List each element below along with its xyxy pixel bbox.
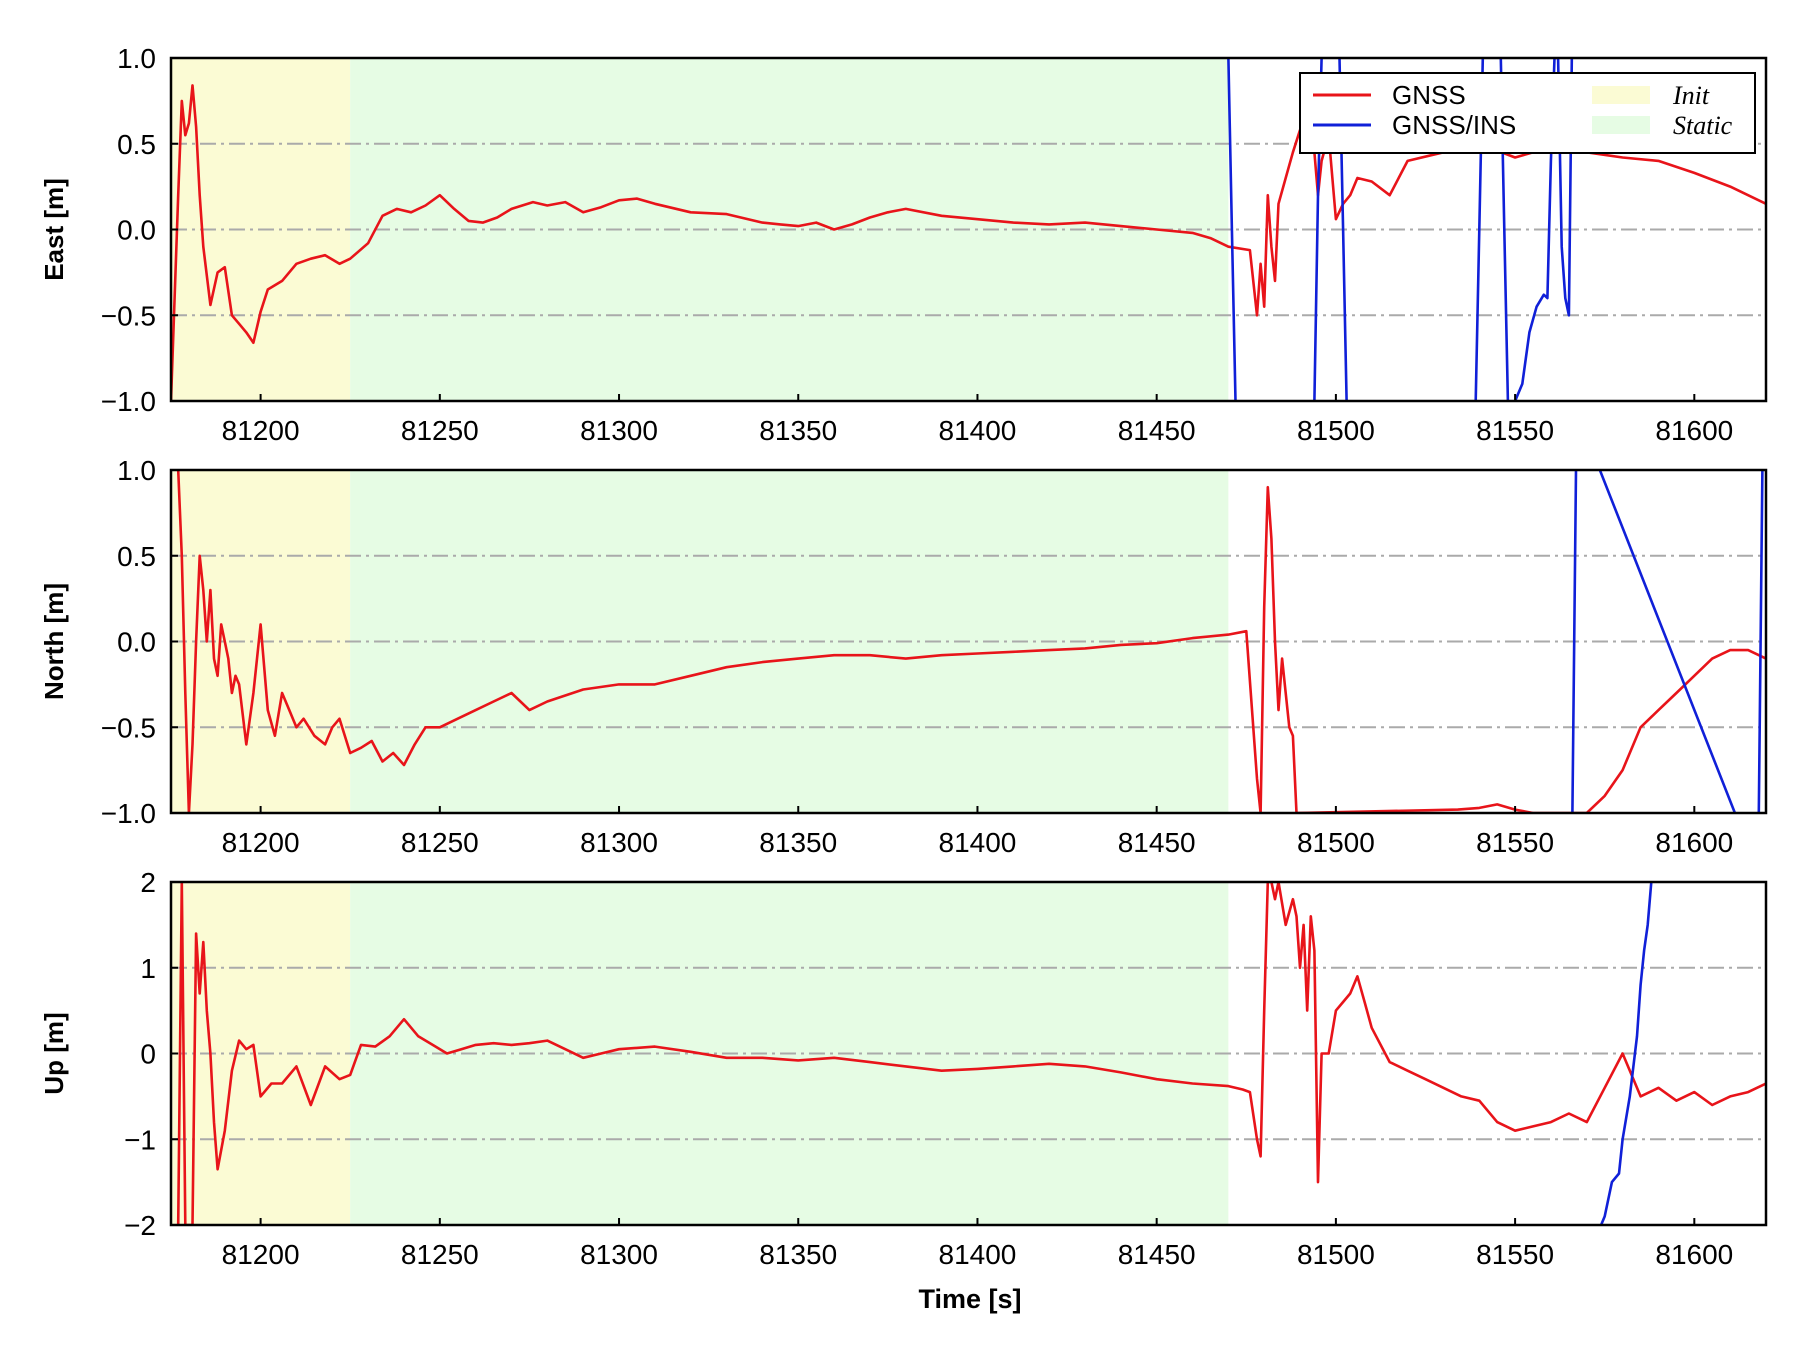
panel-east: −1.0 −0.5 0.0 0.5 1.0 81200 81250 81300 81350 814… (39, 43, 1768, 446)
series-group (176, 882, 1766, 1225)
x-tick-label: 81350 (759, 415, 837, 446)
y-axis-label: North [m] (39, 583, 69, 700)
x-tick-label: 81500 (1297, 415, 1375, 446)
series-group (176, 470, 1766, 813)
y-tick-label: −2 (124, 1210, 156, 1241)
y-tick-label: 0 (140, 1039, 156, 1070)
series-gnss (176, 470, 1766, 813)
y-tick-label: 0.5 (117, 129, 156, 160)
x-tick-label: 81200 (222, 415, 300, 446)
x-tick-label: 81600 (1655, 415, 1733, 446)
x-tick-label: 81550 (1476, 1239, 1554, 1270)
y-tick-label: −0.5 (101, 300, 156, 331)
y-tick-label: 1.0 (117, 455, 156, 486)
series-gnss-ins (1599, 882, 1653, 1225)
y-tick-label: 1 (140, 953, 156, 984)
x-axis-label: Time [s] (918, 1284, 1021, 1314)
y-tick-label: 2 (140, 867, 156, 898)
x-tick-label: 81600 (1655, 1239, 1733, 1270)
legend-static-label: Static (1673, 111, 1733, 140)
x-tick-label: 81300 (580, 1239, 658, 1270)
series-gnss-ins (1571, 470, 1764, 813)
y-tick-label: −0.5 (101, 712, 156, 743)
y-tick-label: −1 (124, 1124, 156, 1155)
legend-init-patch (1592, 86, 1650, 104)
y-axis-label: Up [m] (39, 1012, 69, 1094)
panel-up: −2 −1 0 1 2 81200 81250 81300 81350 81400 81450 815… (39, 867, 1768, 1270)
y-tick-label: −1.0 (101, 386, 156, 417)
y-axis-label: East [m] (39, 178, 69, 281)
legend: GNSS GNSS/INS Init Static (1299, 72, 1756, 154)
legend-gnss-label: GNSS (1392, 80, 1466, 110)
x-tick-label: 81250 (401, 1239, 479, 1270)
x-tick-label: 81300 (580, 827, 658, 858)
x-tick-label: 81350 (759, 827, 837, 858)
x-tick-label: 81500 (1297, 827, 1375, 858)
y-tick-label: 0.5 (117, 541, 156, 572)
y-tick-label: 1.0 (117, 43, 156, 74)
x-tick-label: 81200 (222, 827, 300, 858)
series-gnss-ins (1227, 58, 1574, 401)
x-tick-label: 81450 (1118, 1239, 1196, 1270)
x-tick-label: 81400 (939, 415, 1017, 446)
x-tick-label: 81550 (1476, 827, 1554, 858)
x-tick-label: 81350 (759, 1239, 837, 1270)
panels: −1.0 −0.5 0.0 0.5 1.0 81200 81250 81300 81350 814… (39, 43, 1768, 1270)
y-tick-label: 0.0 (117, 627, 156, 658)
y-tick-label: 0.0 (117, 215, 156, 246)
legend-box (1299, 72, 1756, 154)
x-tick-label: 81500 (1297, 1239, 1375, 1270)
x-tick-label: 81400 (939, 1239, 1017, 1270)
x-tick-label: 81550 (1476, 415, 1554, 446)
legend-static-patch (1592, 116, 1650, 134)
x-tick-label: 81450 (1118, 827, 1196, 858)
y-tick-label: −1.0 (101, 798, 156, 829)
x-tick-label: 81450 (1118, 415, 1196, 446)
legend-init-label: Init (1672, 81, 1710, 110)
series-gnss (171, 84, 1766, 401)
x-tick-label: 81250 (401, 415, 479, 446)
panel-north: −1.0 −0.5 0.0 0.5 1.0 81200 81250 81300 81350 814… (39, 455, 1768, 858)
x-tick-label: 81600 (1655, 827, 1733, 858)
legend-gnss-ins-label: GNSS/INS (1392, 110, 1516, 140)
x-tick-label: 81200 (222, 1239, 300, 1270)
x-tick-label: 81300 (580, 415, 658, 446)
x-tick-label: 81400 (939, 827, 1017, 858)
series-gnss (176, 882, 1766, 1225)
x-tick-label: 81250 (401, 827, 479, 858)
series-group (171, 58, 1766, 401)
